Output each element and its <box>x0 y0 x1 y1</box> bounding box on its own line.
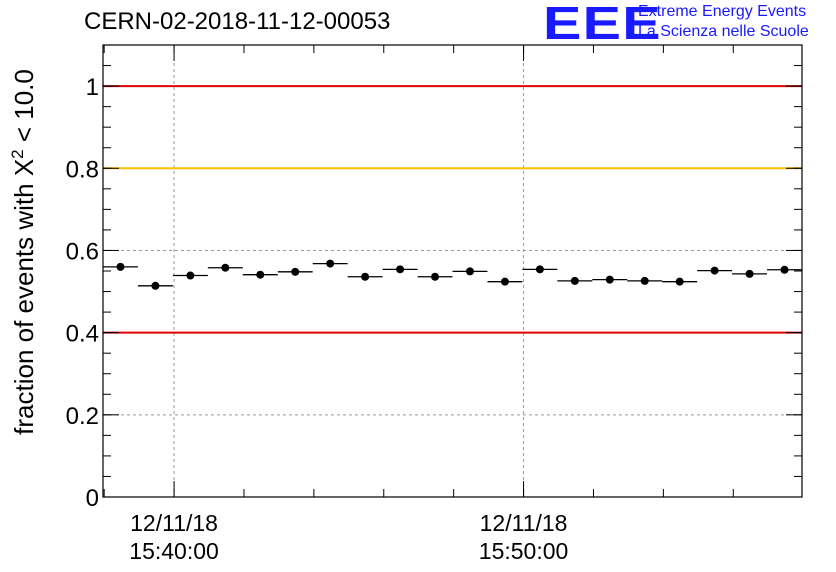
data-point <box>396 265 405 274</box>
y-tick-label: 0.8 <box>66 156 99 183</box>
data-point <box>361 272 370 281</box>
data-point <box>116 262 125 271</box>
data-point <box>535 265 544 274</box>
x-tick-label-date: 12/11/18 <box>480 510 568 536</box>
data-point <box>500 277 509 286</box>
data-point <box>221 263 230 272</box>
data-point <box>570 276 579 285</box>
data-point <box>745 269 754 278</box>
x-tick-label-date: 12/11/18 <box>130 510 218 536</box>
data-point <box>326 259 335 268</box>
data-point <box>186 271 195 280</box>
chart-title: CERN-02-2018-11-12-00053 <box>84 8 391 35</box>
data-point <box>780 265 789 274</box>
x-tick-label-time: 15:50:00 <box>479 538 569 564</box>
y-axis-label-superscript: 2 <box>8 149 27 158</box>
data-point <box>256 270 265 279</box>
data-point <box>640 276 649 285</box>
y-tick-label: 0 <box>86 485 99 512</box>
y-axis-label: fraction of events with X2 < 10.0 <box>8 69 39 435</box>
y-tick-label: 0.2 <box>66 403 99 430</box>
x-tick-label-time: 15:40:00 <box>129 538 219 564</box>
data-point <box>605 275 614 284</box>
y-tick-label: 0.6 <box>66 238 99 265</box>
brand-line-1: Extreme Energy Events <box>638 3 807 20</box>
axes: 00.20.40.60.8112/11/1815:40:0012/11/1815… <box>66 44 802 564</box>
data-point <box>151 281 160 290</box>
brand-line-2: La Scienza nelle Scuole <box>638 23 809 40</box>
data-point <box>291 267 300 276</box>
brand-text: Extreme Energy Events La Scienza nelle S… <box>638 2 809 42</box>
data-point <box>675 277 684 286</box>
y-tick-label: 0.4 <box>66 321 99 348</box>
reference-lines <box>103 85 802 334</box>
data-point <box>465 267 474 276</box>
eee-logo: EEE <box>543 0 662 49</box>
data-point <box>710 266 719 275</box>
data-points <box>103 259 802 290</box>
data-point <box>431 272 440 281</box>
y-tick-label: 1 <box>86 74 99 101</box>
